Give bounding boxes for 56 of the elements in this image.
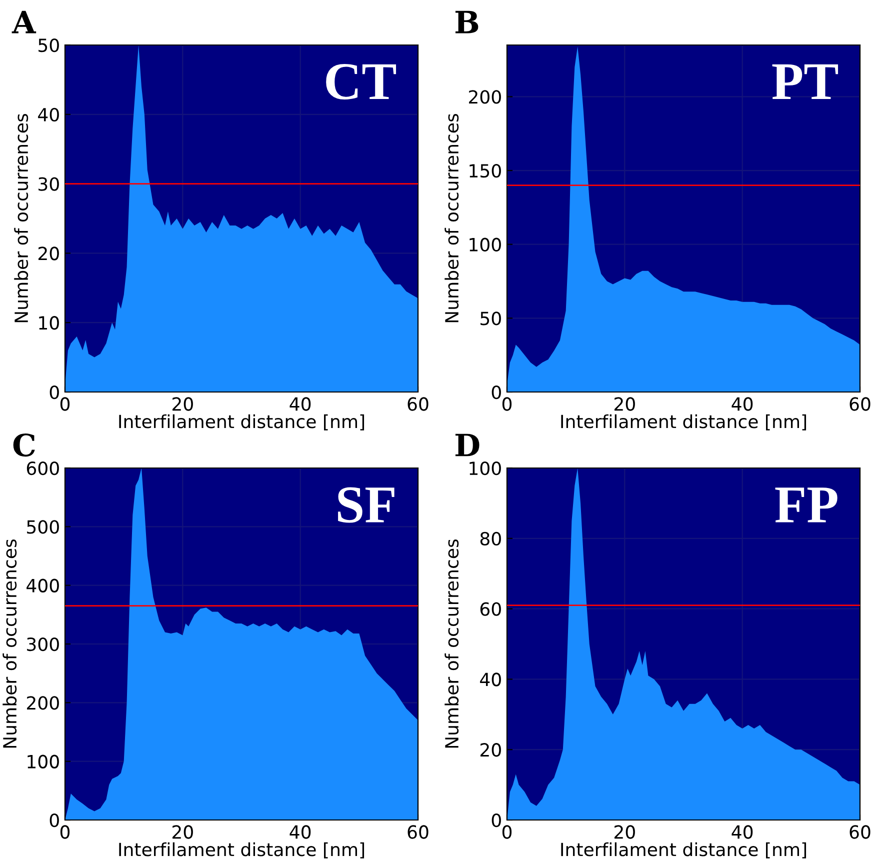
y-tick-label: 60: [480, 602, 501, 616]
annotation: FP: [775, 488, 838, 522]
y-tick-label: 300: [27, 637, 59, 652]
y-tick-label: 0: [50, 813, 59, 828]
y-tick-label: 20: [480, 743, 501, 757]
y-tick-label: 0: [492, 813, 501, 828]
x-tick-label: 20: [614, 825, 635, 839]
x-tick-label: 0: [502, 825, 512, 839]
y-tick-label: 40: [480, 672, 501, 686]
x-tick-label: 0: [502, 397, 512, 411]
y-tick-label: 0: [50, 385, 59, 400]
y-tick-label: 80: [480, 532, 501, 546]
x-tick-label: 40: [290, 397, 311, 411]
x-tick-label: 60: [850, 397, 870, 411]
x-tick-label: 0: [60, 397, 70, 411]
annotation: SF: [338, 487, 394, 523]
y-tick-label: 100: [470, 461, 501, 476]
y-tick-label: 20: [38, 246, 59, 260]
chart-title: B: [455, 10, 478, 34]
x-tick-label: 40: [732, 397, 753, 411]
y-tick-label: 150: [470, 164, 501, 178]
chart-title: D: [455, 434, 480, 456]
y-tick-label: 400: [26, 578, 59, 592]
x-tick-label: 0: [60, 825, 70, 839]
annotation: CT: [326, 64, 396, 100]
y-tick-label: 30: [38, 177, 59, 191]
y-tick-label: 100: [28, 754, 59, 768]
x-tick-label: 60: [850, 825, 870, 839]
x-tick-label: 20: [172, 397, 193, 411]
x-tick-label: 60: [408, 397, 428, 411]
y-tick-label: 500: [27, 520, 59, 534]
y-tick-label: 10: [39, 316, 59, 330]
y-tick-label: 50: [38, 38, 59, 52]
x-tick-label: 60: [408, 825, 428, 839]
y-tick-label: 600: [26, 461, 59, 476]
y-tick-label: 100: [470, 238, 501, 252]
x-tick-label: 40: [290, 825, 311, 839]
x-axis-title: Interfilament distance [nm]: [119, 842, 364, 858]
y-axis-title: Number of occurrences: [444, 539, 459, 748]
y-axis-title: Number of occurrences: [14, 114, 28, 322]
chart-title: A: [12, 10, 36, 34]
annotation: PT: [772, 64, 838, 99]
y-tick-label: 0: [492, 385, 501, 400]
x-tick-label: 20: [614, 397, 635, 411]
x-tick-label: 20: [172, 825, 193, 839]
x-axis-title: Interfilament distance [nm]: [119, 414, 364, 430]
y-tick-label: 50: [480, 312, 501, 326]
x-axis-title: Interfilament distance [nm]: [561, 414, 806, 430]
y-tick-label: 40: [38, 108, 59, 122]
y-axis-title: Number of occurrences: [444, 114, 459, 322]
chart-title: C: [13, 433, 35, 457]
x-tick-label: 40: [732, 825, 753, 839]
y-axis-title: Number of occurrences: [2, 539, 17, 748]
x-axis-title: Interfilament distance [nm]: [561, 842, 806, 858]
y-tick-label: 200: [27, 696, 59, 710]
y-tick-label: 200: [469, 90, 501, 104]
